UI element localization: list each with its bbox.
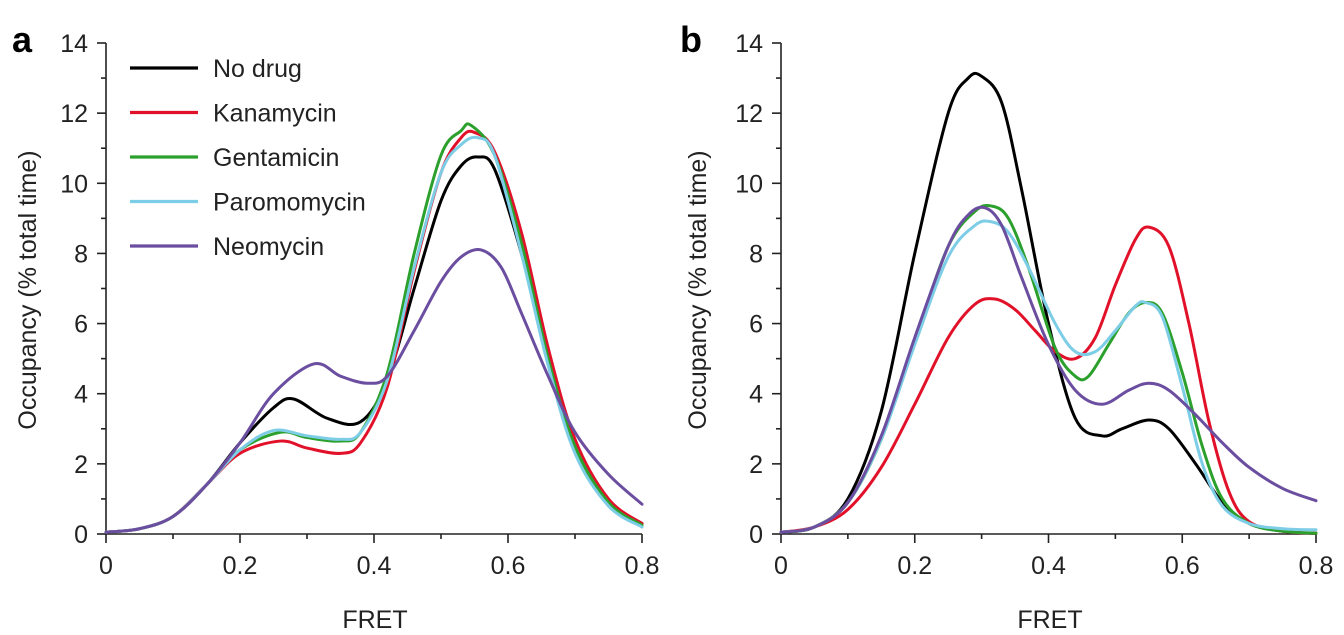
series-line-no-drug [779, 71, 1318, 535]
y-tick-label: 10 [60, 170, 88, 198]
x-tick-label: 0.8 [1299, 552, 1334, 580]
series-line-paromomycin [104, 135, 644, 534]
legend: No drug Kanamycin Gentamicin Paromomycin Neo… [130, 55, 366, 261]
legend-label-no-drug: No drug [213, 55, 302, 83]
panel-b-x-axis-title: FRET [1017, 606, 1082, 634]
x-tick-label: 0.4 [357, 552, 392, 580]
panel-a-plot-area: 0 0.2 0.4 0.6 0.8 0 2 4 6 8 10 12 14 [60, 30, 659, 580]
panel-a-y-axis-title: Occupancy (% total time) [14, 150, 42, 429]
panel-a-letter: a [12, 19, 33, 60]
series-line-gentamicin [104, 122, 644, 534]
legend-label-gentamicin: Gentamicin [213, 144, 339, 172]
x-tick-label: 0.4 [1031, 552, 1066, 580]
y-tick-label: 6 [74, 311, 88, 339]
series-line-paromomycin [779, 219, 1318, 534]
panel-b-y-axis-title: Occupancy (% total time) [684, 150, 712, 429]
x-tick-label: 0.6 [1165, 552, 1200, 580]
series-line-kanamycin [779, 225, 1318, 535]
y-tick-label: 2 [74, 451, 88, 479]
y-tick-label: 4 [74, 381, 88, 409]
y-tick-label: 12 [735, 100, 763, 128]
legend-label-kanamycin: Kanamycin [213, 100, 337, 128]
panel-a-x-axis-title: FRET [342, 606, 407, 634]
y-tick-label: 14 [735, 30, 763, 58]
y-tick-label: 8 [749, 240, 763, 268]
panel-b-plot-area: 0 0.2 0.4 0.6 0.8 0 2 4 6 8 10 12 14 [735, 30, 1333, 580]
x-tick-label: 0 [774, 552, 788, 580]
x-tick-label: 0.2 [223, 552, 258, 580]
panel-b-letter: b [680, 19, 702, 60]
y-tick-label: 0 [74, 521, 88, 549]
y-tick-label: 12 [60, 100, 88, 128]
legend-label-paromomycin: Paromomycin [213, 189, 366, 217]
panel-a: a 0 0.2 0.4 0.6 0.8 0 2 4 6 8 10 12 14 FRET Occupanc… [12, 19, 659, 634]
y-tick-label: 8 [74, 240, 88, 268]
legend-label-neomycin: Neomycin [213, 233, 324, 261]
x-tick-label: 0 [99, 552, 113, 580]
x-tick-label: 0.6 [491, 552, 526, 580]
y-tick-label: 14 [60, 30, 88, 58]
series-line-no-drug [104, 155, 644, 534]
panel-b: b 0 0.2 0.4 0.6 0.8 0 2 4 6 8 10 12 14 FRET Occupanc… [680, 19, 1333, 634]
y-tick-label: 4 [749, 381, 763, 409]
y-tick-label: 0 [749, 521, 763, 549]
series-line-kanamycin [104, 129, 644, 534]
y-tick-label: 6 [749, 311, 763, 339]
series-line-neomycin [104, 248, 644, 534]
y-tick-label: 2 [749, 451, 763, 479]
y-tick-label: 10 [735, 170, 763, 198]
series-line-neomycin [779, 205, 1318, 534]
x-tick-label: 0.2 [897, 552, 932, 580]
x-tick-label: 0.8 [625, 552, 660, 580]
